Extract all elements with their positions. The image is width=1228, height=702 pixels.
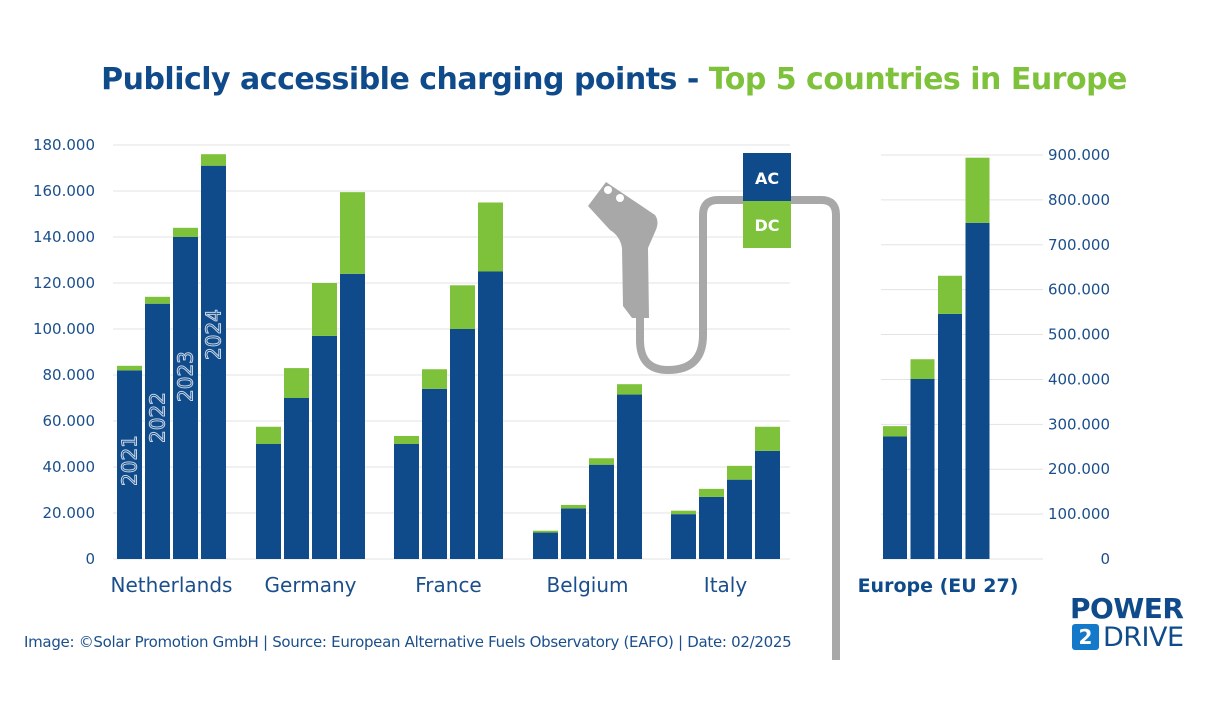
logo-power-text: POWER bbox=[1070, 592, 1184, 625]
bar-ac-italy-2022 bbox=[699, 496, 724, 559]
bar-ac-netherlands-2022 bbox=[145, 303, 170, 559]
bar-ac-france-2023 bbox=[450, 329, 475, 559]
charging-cable bbox=[636, 196, 840, 660]
y-tick-left: 180.000 bbox=[33, 136, 95, 154]
bar-ac-eu27-2023 bbox=[938, 313, 962, 559]
bar-ac-belgium-2021 bbox=[533, 532, 558, 559]
y-tick-right: 800.000 bbox=[1048, 191, 1110, 209]
bar-dc-italy-2024 bbox=[755, 426, 780, 451]
bar-ac-germany-2023 bbox=[312, 335, 337, 559]
bar-ac-germany-2021 bbox=[256, 444, 281, 559]
logo-badge: 2 bbox=[1072, 624, 1099, 650]
x-label-netherlands: Netherlands bbox=[111, 573, 233, 597]
bar-ac-belgium-2024 bbox=[617, 394, 642, 559]
bar-dc-france-2021 bbox=[394, 435, 419, 444]
y-tick-right: 300.000 bbox=[1048, 415, 1110, 433]
bar-dc-germany-2023 bbox=[312, 283, 337, 336]
bar-dc-eu27-2023 bbox=[938, 275, 962, 314]
bar-ac-netherlands-2023 bbox=[173, 237, 198, 559]
legend-dc-swatch bbox=[743, 201, 791, 248]
bar-dc-germany-2021 bbox=[256, 426, 281, 444]
bar-ac-belgium-2023 bbox=[589, 464, 614, 559]
year-label-2023: 2023 bbox=[174, 351, 198, 402]
bar-dc-belgium-2024 bbox=[617, 384, 642, 395]
logo-drive-text: DRIVE bbox=[1103, 622, 1184, 653]
bar-ac-france-2022 bbox=[422, 388, 447, 559]
charging-plug-icon bbox=[588, 182, 658, 318]
bar-dc-belgium-2021 bbox=[533, 530, 558, 533]
bar-ac-eu27-2021 bbox=[883, 436, 907, 559]
plug-pin bbox=[616, 194, 624, 202]
plug-pin bbox=[604, 186, 612, 194]
bar-ac-italy-2021 bbox=[671, 514, 696, 559]
y-tick-left: 100.000 bbox=[33, 320, 95, 338]
bar-ac-france-2021 bbox=[394, 444, 419, 559]
y-tick-right: 400.000 bbox=[1048, 370, 1110, 388]
bar-ac-netherlands-2021 bbox=[117, 370, 142, 559]
source-note: Image: ©Solar Promotion GmbH | Source: E… bbox=[24, 633, 792, 651]
bar-dc-italy-2021 bbox=[671, 510, 696, 515]
y-tick-left: 0 bbox=[85, 550, 95, 568]
x-label-italy: Italy bbox=[704, 573, 748, 597]
bar-dc-belgium-2022 bbox=[561, 504, 586, 509]
bar-ac-italy-2024 bbox=[755, 450, 780, 559]
year-label-2024: 2024 bbox=[202, 309, 226, 360]
bar-dc-germany-2024 bbox=[340, 192, 365, 274]
year-label-2022: 2022 bbox=[146, 392, 170, 443]
bar-ac-germany-2024 bbox=[340, 273, 365, 559]
y-tick-right: 0 bbox=[1100, 550, 1110, 568]
bar-ac-belgium-2022 bbox=[561, 508, 586, 559]
bar-dc-italy-2023 bbox=[727, 465, 752, 480]
y-tick-right: 900.000 bbox=[1048, 146, 1110, 164]
bar-dc-france-2024 bbox=[478, 202, 503, 272]
chart-title-part1: Publicly accessible charging points - bbox=[101, 62, 709, 97]
bar-dc-france-2022 bbox=[422, 369, 447, 389]
x-label-europe-eu27: Europe (EU 27) bbox=[858, 575, 1019, 597]
bar-dc-eu27-2021 bbox=[883, 426, 907, 437]
bar-dc-eu27-2024 bbox=[965, 157, 990, 223]
x-label-france: France bbox=[415, 573, 482, 597]
bar-ac-eu27-2024 bbox=[965, 222, 990, 559]
y-tick-left: 60.000 bbox=[43, 412, 96, 430]
y-tick-left: 20.000 bbox=[43, 504, 96, 522]
x-label-belgium: Belgium bbox=[547, 573, 629, 597]
bar-dc-netherlands-2021 bbox=[117, 365, 142, 371]
chart-title-part2: Top 5 countries in Europe bbox=[708, 62, 1128, 97]
power2drive-logo: POWER 2 DRIVE bbox=[1070, 592, 1200, 654]
bar-dc-france-2023 bbox=[450, 285, 475, 329]
bar-dc-germany-2022 bbox=[284, 368, 309, 398]
y-tick-right: 600.000 bbox=[1048, 281, 1110, 299]
y-tick-right: 700.000 bbox=[1048, 236, 1110, 254]
bar-dc-belgium-2023 bbox=[589, 458, 614, 465]
bar-ac-netherlands-2024 bbox=[201, 165, 226, 559]
y-tick-right: 200.000 bbox=[1048, 460, 1110, 478]
y-tick-left: 160.000 bbox=[33, 182, 95, 200]
bar-ac-germany-2022 bbox=[284, 398, 309, 559]
y-tick-left: 40.000 bbox=[43, 458, 96, 476]
bar-ac-france-2024 bbox=[478, 271, 503, 559]
y-tick-left: 140.000 bbox=[33, 228, 95, 246]
x-label-germany: Germany bbox=[265, 573, 357, 597]
y-tick-left: 120.000 bbox=[33, 274, 95, 292]
chart-title: Publicly accessible charging points - To… bbox=[0, 62, 1228, 97]
year-label-2021: 2021 bbox=[118, 435, 142, 486]
legend-ac-swatch bbox=[743, 153, 791, 201]
y-tick-right: 500.000 bbox=[1048, 326, 1110, 344]
y-tick-left: 80.000 bbox=[43, 366, 96, 384]
bar-dc-netherlands-2023 bbox=[173, 227, 198, 237]
bar-ac-italy-2023 bbox=[727, 479, 752, 559]
bar-dc-eu27-2022 bbox=[910, 359, 935, 379]
bar-dc-netherlands-2022 bbox=[145, 296, 170, 304]
y-tick-right: 100.000 bbox=[1048, 505, 1110, 523]
legend-ac-label: AC bbox=[755, 169, 779, 188]
bar-dc-italy-2022 bbox=[699, 488, 724, 497]
legend-dc-label: DC bbox=[754, 216, 779, 235]
bar-ac-eu27-2022 bbox=[910, 378, 935, 559]
bar-dc-netherlands-2024 bbox=[201, 154, 226, 166]
